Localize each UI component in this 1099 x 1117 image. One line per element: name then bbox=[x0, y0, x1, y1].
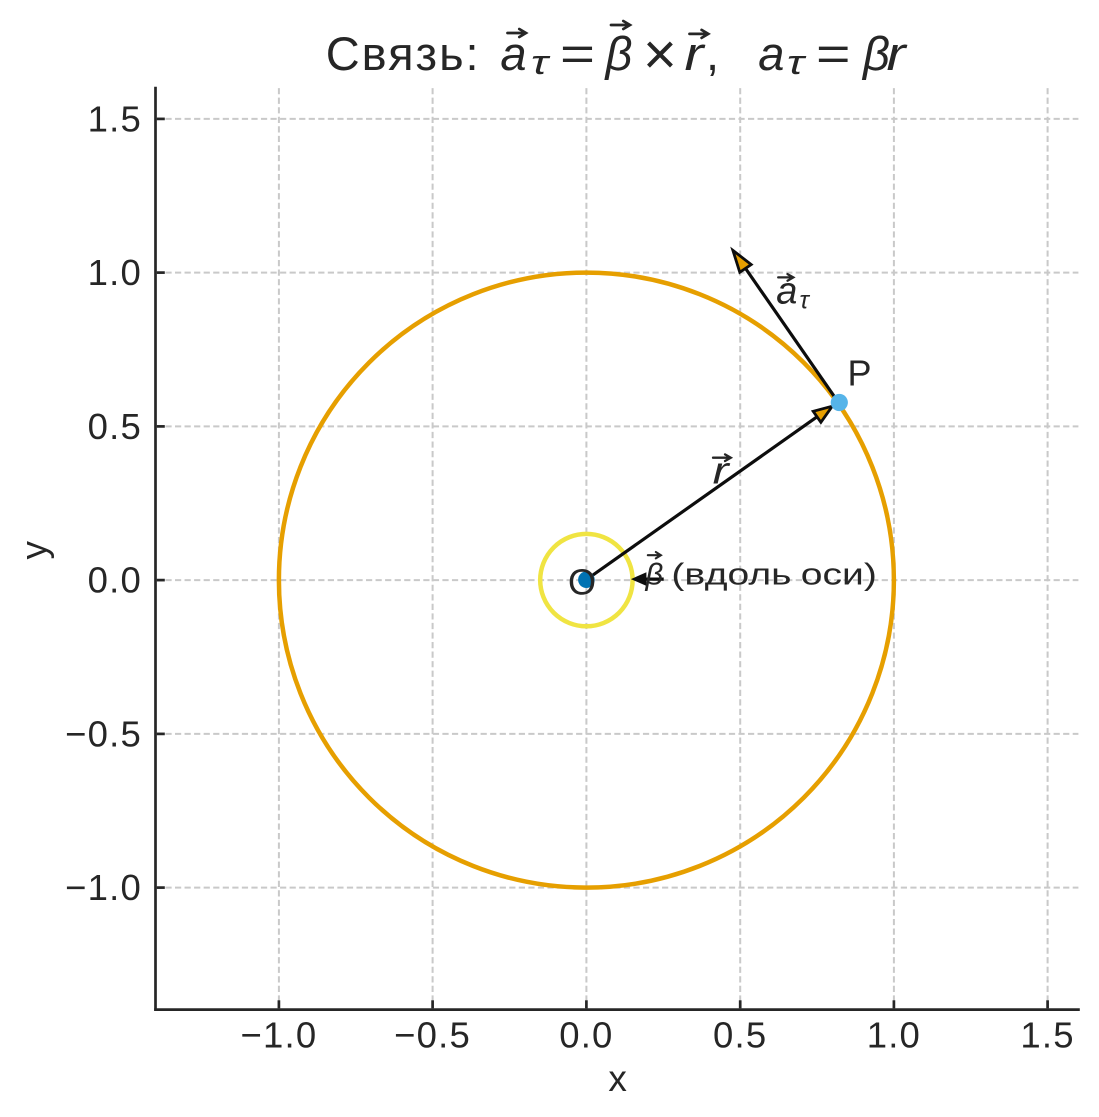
svg-text:a: a bbox=[776, 271, 797, 313]
svg-text:1.0: 1.0 bbox=[867, 1015, 921, 1056]
svg-text:1.5: 1.5 bbox=[1020, 1015, 1074, 1056]
svg-text:0.5: 0.5 bbox=[88, 406, 142, 447]
svg-text:=: = bbox=[816, 27, 851, 80]
svg-text:1.5: 1.5 bbox=[88, 98, 142, 139]
svg-text:(вдоль: (вдоль bbox=[671, 557, 791, 591]
svg-text:x: x bbox=[608, 1058, 627, 1099]
svg-text:P: P bbox=[848, 353, 872, 394]
svg-text:β: β bbox=[645, 557, 664, 592]
svg-text:0.0: 0.0 bbox=[88, 560, 142, 601]
svg-text:τ: τ bbox=[800, 287, 811, 315]
svg-text:−1.0: −1.0 bbox=[240, 1015, 317, 1056]
svg-text:−1.0: −1.0 bbox=[65, 867, 142, 908]
svg-text:Связь:: Связь: bbox=[326, 27, 481, 80]
svg-text:r: r bbox=[685, 27, 707, 80]
svg-text:τ: τ bbox=[531, 44, 551, 82]
svg-text:−0.5: −0.5 bbox=[65, 713, 142, 754]
svg-text:×: × bbox=[643, 22, 677, 87]
svg-text:τ: τ bbox=[787, 44, 807, 82]
svg-text:0.5: 0.5 bbox=[713, 1015, 767, 1056]
svg-text:,: , bbox=[706, 27, 719, 80]
svg-text:оси): оси) bbox=[801, 557, 877, 591]
svg-text:r: r bbox=[887, 27, 909, 80]
svg-text:=: = bbox=[560, 27, 595, 80]
svg-text:O: O bbox=[568, 562, 596, 603]
svg-text:β: β bbox=[861, 27, 890, 80]
svg-text:0.0: 0.0 bbox=[559, 1015, 613, 1056]
svg-text:1.0: 1.0 bbox=[88, 252, 142, 293]
svg-text:y: y bbox=[14, 540, 55, 559]
svg-text:−0.5: −0.5 bbox=[394, 1015, 471, 1056]
svg-text:a: a bbox=[758, 27, 784, 80]
svg-text:β: β bbox=[604, 27, 633, 80]
